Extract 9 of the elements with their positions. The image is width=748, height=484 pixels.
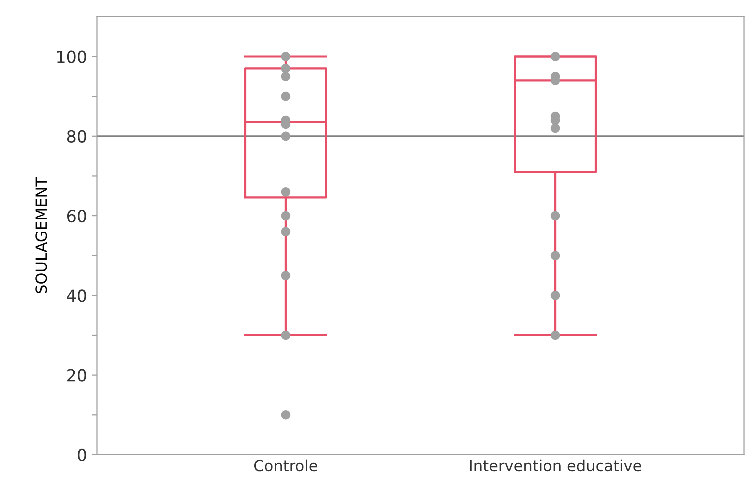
y-tick-label: 0 — [78, 448, 86, 462]
y-tick-label: 80 — [67, 130, 86, 143]
y-axis-title: SOULAGEMENT — [36, 177, 48, 294]
y-tick-label: 60 — [67, 210, 86, 223]
y-tick-label: 100 — [58, 50, 86, 64]
y-tick-label: 20 — [68, 369, 86, 382]
x-tick-label: Controle — [254, 460, 318, 472]
y-tick-label: 40 — [67, 290, 86, 302]
x-tick-label: Intervention educative — [470, 460, 642, 472]
